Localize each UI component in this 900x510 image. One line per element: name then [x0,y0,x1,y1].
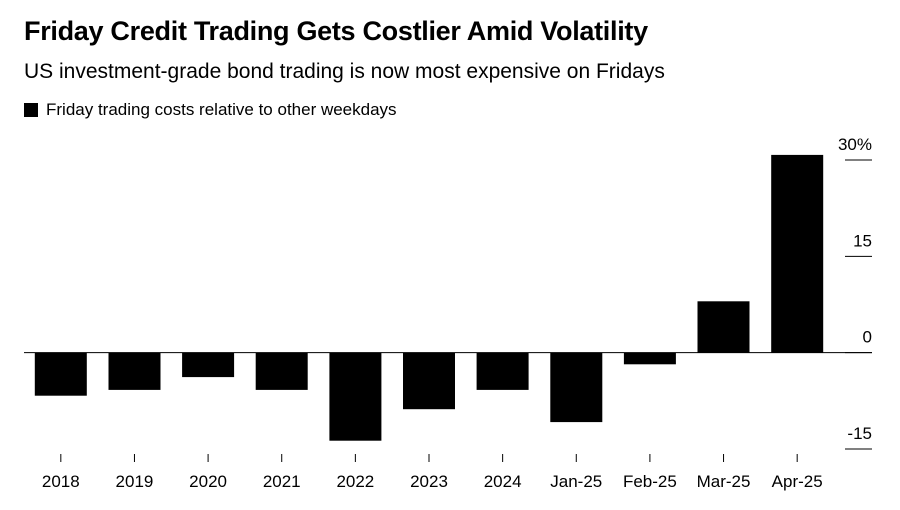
y-tick-label: -15 [847,424,872,443]
bar-2024 [476,352,529,390]
legend: Friday trading costs relative to other w… [24,100,397,120]
legend-swatch [24,103,38,117]
x-tick-label: 2021 [263,472,301,491]
x-tick-label: 2019 [116,472,154,491]
bar-2019 [108,352,161,390]
y-tick-label: 15 [853,231,872,250]
bar-2022 [329,352,382,441]
x-tick-label: 2022 [336,472,374,491]
chart-subtitle: US investment-grade bond trading is now … [24,60,665,83]
x-tick-label: Mar-25 [697,472,751,491]
x-tick-label: Jan-25 [550,472,602,491]
bar-feb-25 [623,352,676,365]
y-axis: 30% 15 0 -15 [838,135,872,450]
bar-apr-25 [771,154,824,353]
bar-mar-25 [697,301,750,353]
bar-jan-25 [550,352,603,423]
chart-title: Friday Credit Trading Gets Costlier Amid… [24,16,648,46]
bars-group [34,154,824,441]
x-axis: 2018 2019 2020 2021 2022 2023 2024 Jan-25 Feb-25… [42,454,823,491]
x-tick-label: 2018 [42,472,80,491]
x-tick-label: 2024 [484,472,522,491]
x-tick-label: Apr-25 [772,472,823,491]
x-tick-label: 2023 [410,472,448,491]
y-tick-label: 30% [838,135,872,154]
legend-label: Friday trading costs relative to other w… [46,100,397,119]
bar-2021 [255,352,308,390]
bar-2023 [403,352,455,410]
bar-2018 [34,352,87,396]
y-tick-label: 0 [863,328,872,347]
bar-2020 [182,352,235,378]
x-tick-label: 2020 [189,472,227,491]
x-tick-label: Feb-25 [623,472,677,491]
